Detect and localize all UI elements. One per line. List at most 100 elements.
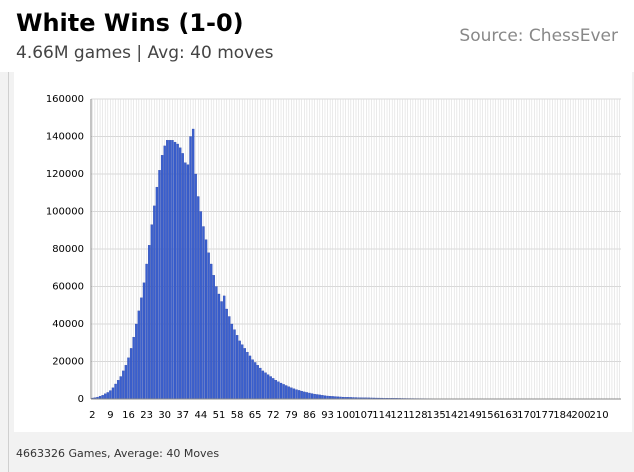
x-tick-label: 121 (390, 410, 409, 421)
x-tick-label: 9 (107, 410, 113, 421)
footer: 4663326 Games, Average: 40 Moves (16, 447, 219, 460)
bar (251, 359, 254, 400)
bar (316, 394, 319, 400)
x-tick-label: 86 (303, 410, 316, 421)
bar (323, 395, 327, 400)
x-tick-label: 23 (140, 410, 153, 421)
x-tick-label: 170 (517, 410, 536, 421)
y-tick-label: 80000 (52, 244, 84, 255)
bar (153, 205, 156, 400)
x-tick-label: 37 (176, 410, 189, 421)
bar (318, 394, 321, 400)
y-tick-label: 140000 (46, 132, 84, 143)
bar (215, 286, 218, 400)
bar (202, 226, 205, 400)
bar (140, 297, 143, 400)
bar (199, 211, 203, 400)
x-tick-label: 2 (89, 410, 95, 421)
bar (272, 378, 275, 400)
bar (171, 140, 174, 400)
bar (253, 362, 257, 400)
y-tick-label: 60000 (52, 282, 84, 293)
bar (186, 164, 190, 400)
bar (101, 395, 104, 400)
bar (264, 372, 267, 400)
x-tick-label: 44 (195, 410, 208, 421)
bar (191, 128, 195, 400)
bar (160, 155, 164, 400)
bar (235, 335, 239, 400)
bar (204, 239, 208, 400)
bar (261, 370, 265, 400)
bar (297, 390, 301, 400)
bar (181, 153, 184, 400)
bar (106, 392, 109, 400)
y-tick-label: 120000 (46, 169, 84, 180)
bar (269, 376, 272, 400)
bar (145, 263, 148, 400)
bar (212, 275, 215, 400)
chart-subtitle: 4.66M games | Avg: 40 moves (16, 43, 274, 63)
bar (290, 387, 293, 400)
bar (274, 380, 278, 400)
bar (285, 385, 288, 400)
bar (137, 310, 141, 400)
bar (282, 384, 285, 400)
y-tick-label: 0 (78, 394, 84, 405)
x-tick-label: 200 (571, 410, 590, 421)
x-tick-label: 156 (481, 410, 500, 421)
x-tick-label: 107 (354, 410, 373, 421)
bar (163, 145, 166, 400)
x-tick-label: 79 (285, 410, 298, 421)
bar (116, 380, 120, 400)
bar (259, 367, 262, 400)
bar (246, 351, 249, 400)
x-tick-label: 184 (553, 410, 572, 421)
bar (189, 136, 192, 400)
bar (305, 392, 309, 400)
bar (233, 329, 236, 400)
bar (114, 383, 117, 400)
bar (109, 390, 112, 400)
bar (277, 381, 280, 400)
bar (303, 391, 306, 400)
bar (124, 365, 128, 400)
bar (308, 392, 311, 400)
bar (135, 323, 138, 400)
x-tick-label: 114 (372, 410, 391, 421)
bar (210, 263, 213, 400)
bar (122, 370, 125, 400)
bar (173, 141, 177, 400)
ticks: 0 20000 40000 60000 80000 100000 120000 140000 1… (46, 94, 621, 421)
bar (158, 170, 161, 400)
x-tick-label: 100 (336, 410, 355, 421)
x-tick-label: 142 (445, 410, 464, 421)
bar (256, 365, 259, 400)
bar (155, 186, 159, 400)
bar (295, 389, 298, 400)
bar (222, 295, 226, 400)
bar (266, 374, 270, 400)
bar (287, 386, 290, 400)
bar (207, 252, 210, 400)
x-tick-label: 128 (409, 410, 428, 421)
x-tick-label: 210 (589, 410, 608, 421)
bar (310, 393, 314, 400)
bar (220, 301, 223, 400)
bar (168, 140, 172, 400)
x-tick-label: 16 (122, 410, 135, 421)
x-tick-label: 149 (463, 410, 482, 421)
x-tick-label: 58 (231, 410, 244, 421)
chart-title: White Wins (1-0) (16, 9, 244, 37)
bar (147, 245, 151, 400)
bar (127, 357, 130, 400)
bar (166, 140, 169, 400)
x-tick-label: 93 (321, 410, 334, 421)
y-tick-label: 100000 (46, 207, 84, 218)
bar (313, 393, 316, 400)
bar (179, 147, 182, 400)
bar (279, 382, 283, 400)
bar (321, 395, 324, 400)
bar (184, 162, 187, 400)
x-tick-label: 65 (249, 410, 262, 421)
